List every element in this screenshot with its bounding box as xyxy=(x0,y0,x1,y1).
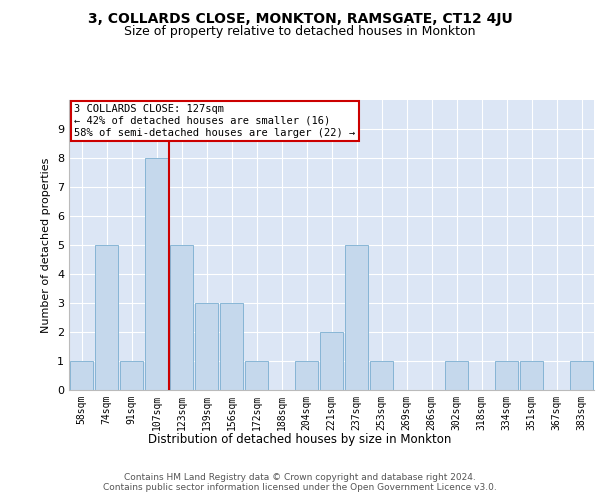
Bar xyxy=(220,303,243,390)
Bar xyxy=(495,361,518,390)
Text: Distribution of detached houses by size in Monkton: Distribution of detached houses by size … xyxy=(148,432,452,446)
Bar xyxy=(295,361,318,390)
Text: Contains HM Land Registry data © Crown copyright and database right 2024.
Contai: Contains HM Land Registry data © Crown c… xyxy=(103,472,497,492)
Y-axis label: Number of detached properties: Number of detached properties xyxy=(41,158,52,332)
Bar xyxy=(520,361,543,390)
Bar xyxy=(570,361,593,390)
Bar xyxy=(370,361,393,390)
Bar xyxy=(70,361,93,390)
Bar xyxy=(170,245,193,390)
Bar xyxy=(445,361,468,390)
Bar xyxy=(145,158,168,390)
Bar xyxy=(120,361,143,390)
Bar xyxy=(245,361,268,390)
Bar xyxy=(345,245,368,390)
Text: 3, COLLARDS CLOSE, MONKTON, RAMSGATE, CT12 4JU: 3, COLLARDS CLOSE, MONKTON, RAMSGATE, CT… xyxy=(88,12,512,26)
Text: Size of property relative to detached houses in Monkton: Size of property relative to detached ho… xyxy=(124,25,476,38)
Text: 3 COLLARDS CLOSE: 127sqm
← 42% of detached houses are smaller (16)
58% of semi-d: 3 COLLARDS CLOSE: 127sqm ← 42% of detach… xyxy=(74,104,355,138)
Bar xyxy=(95,245,118,390)
Bar xyxy=(320,332,343,390)
Bar xyxy=(195,303,218,390)
